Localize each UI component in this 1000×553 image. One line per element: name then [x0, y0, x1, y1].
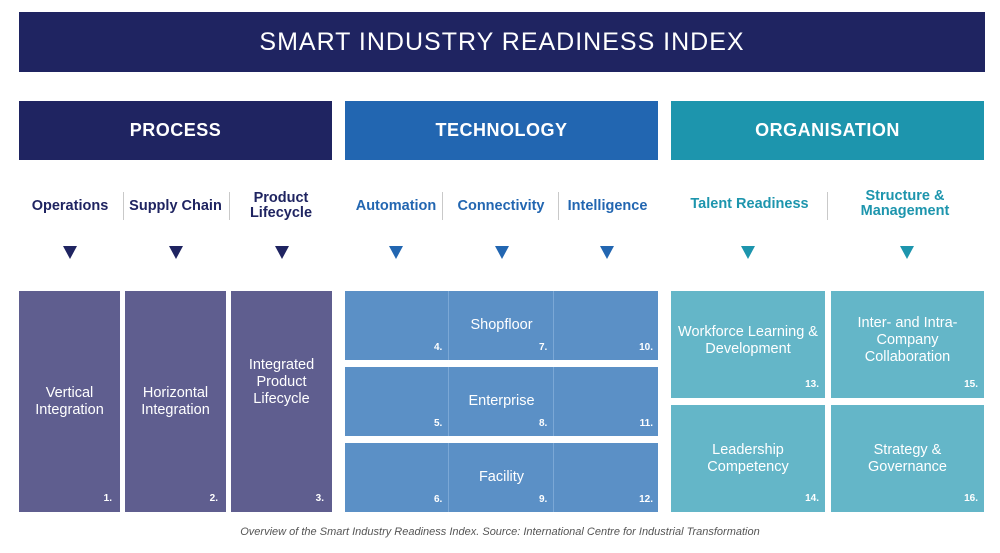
dimension-number: 4. [434, 342, 443, 353]
divider [123, 192, 124, 220]
dimension-enterprise: Enterprise 5. 8. 11. [345, 367, 658, 436]
dimension-horizontal-integration: Horizontal Integration 2. [125, 291, 226, 512]
pillar-process: PROCESS [19, 101, 332, 160]
arrow-down-icon [275, 246, 289, 259]
block-product-lifecycle: Product Lifecycle [249, 190, 313, 221]
dimension-number: 14. [805, 493, 819, 504]
dimension-number: 1. [103, 493, 112, 504]
dimension-label: Workforce Learning & Development [678, 323, 818, 357]
dimension-number: 12. [639, 494, 653, 505]
divider [553, 291, 554, 360]
divider [448, 367, 449, 436]
divider [558, 192, 559, 220]
dimension-label: Inter- and Intra-Company Collaboration [857, 315, 958, 365]
dimension-number: 7. [539, 342, 548, 353]
dimension-facility: Facility 6. 9. 12. [345, 443, 658, 512]
dimension-number: 6. [434, 494, 443, 505]
dimension-workforce-learning: Workforce Learning & Development 13. [671, 291, 825, 398]
figure-caption: Overview of the Smart Industry Readiness… [240, 526, 760, 538]
arrow-down-icon [169, 246, 183, 259]
pillar-technology: TECHNOLOGY [345, 101, 658, 160]
dimension-label: Facility [478, 469, 525, 485]
dimension-number: 16. [964, 493, 978, 504]
dimension-number: 9. [539, 494, 548, 505]
arrow-down-icon [900, 246, 914, 259]
block-connectivity: Connectivity [457, 197, 545, 214]
dimension-collaboration: Inter- and Intra-Company Collaboration 1… [831, 291, 984, 398]
dimension-strategy-governance: Strategy & Governance 16. [831, 405, 984, 512]
dimension-label: Strategy & Governance [868, 441, 947, 475]
dimension-leadership-competency: Leadership Competency 14. [671, 405, 825, 512]
block-intelligence: Intelligence [567, 197, 648, 214]
divider [229, 192, 230, 220]
dimension-label: Enterprise [468, 393, 535, 409]
divider [442, 192, 443, 220]
dimension-shopfloor: Shopfloor 4. 7. 10. [345, 291, 658, 360]
divider [448, 291, 449, 360]
dimension-label: Shopfloor [470, 316, 533, 333]
divider [553, 367, 554, 436]
arrow-down-icon [63, 246, 77, 259]
dimension-number: 8. [539, 418, 548, 429]
dimension-number: 10. [639, 342, 653, 353]
divider [827, 192, 828, 220]
dimension-number: 15. [964, 379, 978, 390]
dimension-label: Horizontal Integration [141, 384, 210, 418]
dimension-label: Vertical Integration [35, 384, 104, 418]
dimension-vertical-integration: Vertical Integration 1. [19, 291, 120, 512]
dimension-number: 13. [805, 379, 819, 390]
pillar-organisation: ORGANISATION [671, 101, 984, 160]
block-structure-management: Structure & Management [860, 188, 950, 219]
dimension-label: Leadership Competency [707, 441, 789, 475]
divider [448, 443, 449, 512]
arrow-down-icon [741, 246, 755, 259]
dimension-label: Integrated Product Lifecycle [248, 357, 315, 407]
dimension-number: 5. [434, 418, 443, 429]
dimension-integrated-product-lifecycle: Integrated Product Lifecycle 3. [231, 291, 332, 512]
block-automation: Automation [355, 197, 437, 214]
dimension-number: 11. [639, 418, 653, 429]
block-talent-readiness: Talent Readiness [690, 195, 809, 212]
block-operations: Operations [31, 197, 109, 214]
divider [553, 443, 554, 512]
dimension-number: 3. [315, 493, 324, 504]
arrow-down-icon [389, 246, 403, 259]
page-title: SMART INDUSTRY READINESS INDEX [19, 12, 985, 72]
arrow-down-icon [600, 246, 614, 259]
arrow-down-icon [495, 246, 509, 259]
dimension-number: 2. [209, 493, 218, 504]
block-supply-chain: Supply Chain [129, 197, 222, 214]
